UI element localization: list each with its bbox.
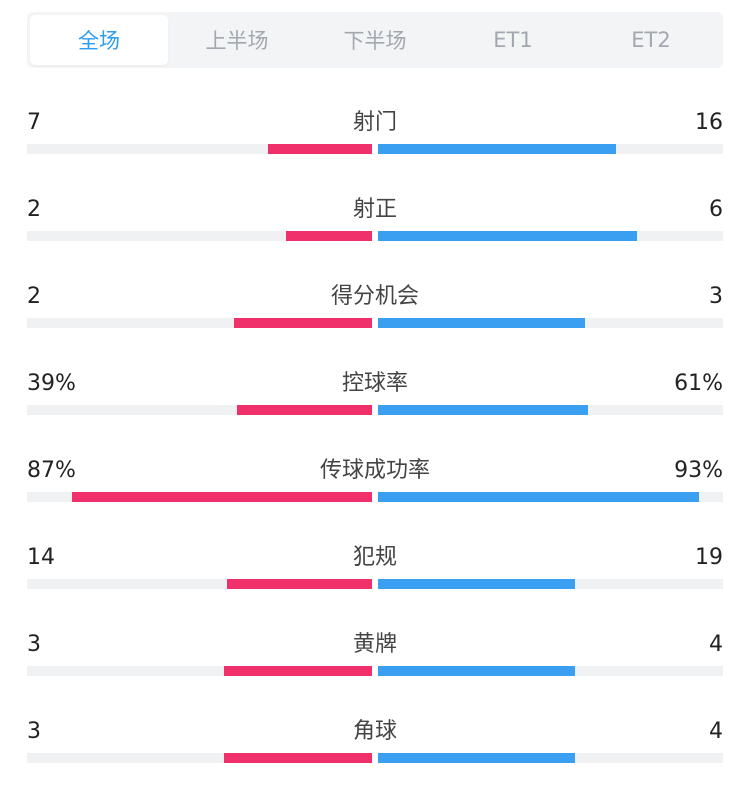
- stat-row-shots: 7 射门 16: [27, 110, 723, 170]
- away-bar-track: [378, 231, 723, 241]
- home-bar-track: [27, 405, 372, 415]
- away-value: 4: [709, 719, 723, 744]
- away-bar: [378, 753, 575, 763]
- home-value: 14: [27, 545, 55, 570]
- home-bar: [286, 231, 372, 241]
- stat-row-pass-accuracy: 87% 传球成功率 93%: [27, 458, 723, 518]
- tab-et1[interactable]: ET1: [493, 28, 533, 52]
- stat-label: 传球成功率: [319, 458, 430, 483]
- stat-label: 角球: [352, 719, 397, 744]
- tab-full-match[interactable]: 全场: [30, 15, 168, 65]
- stat-label: 射门: [352, 110, 397, 135]
- away-value: 3: [709, 284, 723, 309]
- away-bar: [378, 579, 575, 589]
- home-bar-track: [27, 492, 372, 502]
- home-value: 3: [27, 719, 41, 744]
- stat-row-yellow-cards: 3 黄牌 4: [27, 632, 723, 692]
- stat-row-chances: 2 得分机会 3: [27, 284, 723, 344]
- home-bar-track: [27, 579, 372, 589]
- home-bar: [227, 579, 372, 589]
- home-value: 3: [27, 632, 41, 657]
- home-bar-track: [27, 144, 372, 154]
- period-tab-bar: 全场 上半场 下半场 ET1 ET2: [27, 12, 723, 68]
- stat-label: 控球率: [341, 371, 408, 396]
- away-bar: [378, 405, 588, 415]
- stat-row-shots-on-target: 2 射正 6: [27, 197, 723, 257]
- away-value: 6: [709, 197, 723, 222]
- away-bar-track: [378, 318, 723, 328]
- home-value: 2: [27, 197, 41, 222]
- tab-et2[interactable]: ET2: [631, 28, 671, 52]
- home-bar: [237, 405, 372, 415]
- stat-row-possession: 39% 控球率 61%: [27, 371, 723, 431]
- home-value: 87%: [27, 458, 76, 483]
- home-bar-track: [27, 231, 372, 241]
- away-value: 16: [695, 110, 723, 135]
- home-bar-track: [27, 753, 372, 763]
- home-bar: [268, 144, 372, 154]
- tab-first-half[interactable]: 上半场: [205, 29, 269, 53]
- away-value: 19: [695, 545, 723, 570]
- stat-label: 犯规: [352, 545, 397, 570]
- home-value: 7: [27, 110, 41, 135]
- away-bar-track: [378, 753, 723, 763]
- home-bar: [234, 318, 372, 328]
- away-bar: [378, 318, 585, 328]
- stat-label: 黄牌: [352, 632, 397, 657]
- away-bar-track: [378, 144, 723, 154]
- away-bar: [378, 492, 699, 502]
- tab-second-half[interactable]: 下半场: [343, 29, 407, 53]
- away-value: 4: [709, 632, 723, 657]
- home-bar: [224, 753, 372, 763]
- away-value: 93%: [674, 458, 723, 483]
- stat-label: 得分机会: [330, 284, 419, 309]
- away-bar: [378, 666, 575, 676]
- away-bar: [378, 144, 616, 154]
- away-bar-track: [378, 666, 723, 676]
- home-bar: [72, 492, 372, 502]
- stat-row-corners: 3 角球 4: [27, 719, 723, 779]
- away-bar-track: [378, 579, 723, 589]
- away-value: 61%: [674, 371, 723, 396]
- away-bar: [378, 231, 637, 241]
- away-bar-track: [378, 405, 723, 415]
- home-bar: [224, 666, 372, 676]
- stat-row-fouls: 14 犯规 19: [27, 545, 723, 605]
- home-bar-track: [27, 318, 372, 328]
- away-bar-track: [378, 492, 723, 502]
- home-value: 2: [27, 284, 41, 309]
- home-value: 39%: [27, 371, 76, 396]
- home-bar-track: [27, 666, 372, 676]
- stat-label: 射正: [352, 197, 397, 222]
